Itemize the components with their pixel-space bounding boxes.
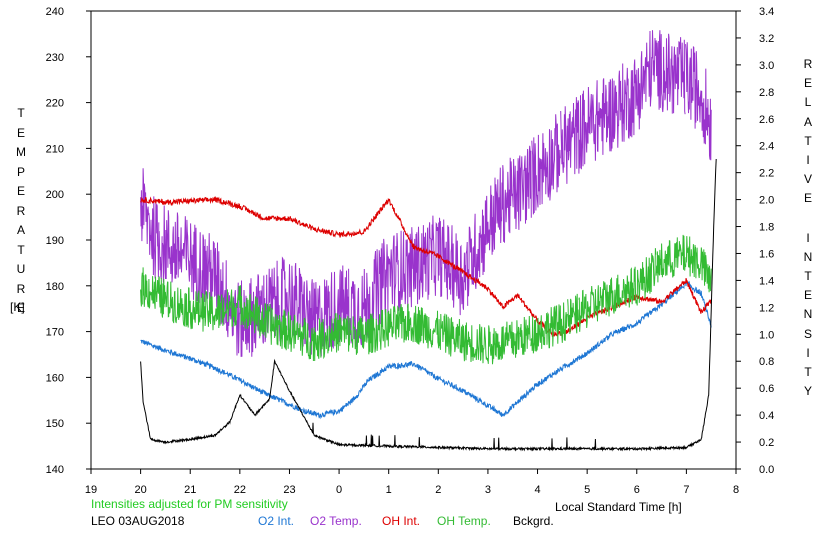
series-line-1 (467, 145, 532, 297)
series-line-3 (493, 321, 509, 360)
series-line-1 (531, 114, 561, 215)
series-line-1 (560, 30, 673, 184)
series-line-1 (685, 42, 712, 161)
series-line-0 (386, 360, 424, 371)
series-line-3 (385, 303, 494, 365)
y-right-tick-label: 2.0 (759, 195, 774, 207)
series-line-0 (423, 367, 456, 390)
y-left-tick-label: 150 (46, 418, 64, 430)
series-line-3 (530, 302, 568, 354)
legend-oh-int: OH Int. (382, 514, 421, 528)
y-left-tick-label: 240 (46, 6, 64, 18)
y-axis-left-unit: [K] (10, 300, 25, 314)
series-line-1 (672, 37, 686, 115)
series-line-0 (579, 316, 644, 360)
y-right-tick-label: 0.4 (759, 410, 774, 422)
series-line-1 (371, 215, 469, 336)
y-right-tick-label: 2.4 (759, 141, 774, 153)
y-right-tick-label: 3.2 (759, 33, 774, 45)
y-right-tick-label: 2.2 (759, 168, 774, 180)
series-line-3 (578, 248, 657, 332)
y-left-tick-label: 180 (46, 281, 64, 293)
x-tick-label: 4 (534, 484, 540, 496)
x-tick-label: 1 (386, 484, 392, 496)
series-line-3 (332, 309, 386, 355)
series-line-2 (140, 196, 611, 337)
y-left-tick-label: 230 (46, 52, 64, 64)
y-right-tick-label: 2.8 (759, 87, 774, 99)
legend-oh-temp: OH Temp. (437, 514, 491, 528)
series-line-3 (140, 272, 143, 307)
series-line-1 (140, 168, 160, 279)
x-tick-label: 7 (683, 484, 689, 496)
legend-o2-temp: O2 Temp. (310, 514, 362, 528)
y-right-tick-label: 3.0 (759, 60, 774, 72)
y-right-tick-label: 3.4 (759, 6, 774, 18)
x-tick-label: 2 (435, 484, 441, 496)
y-right-tick-label: 2.6 (759, 114, 774, 126)
series-line-0 (484, 355, 581, 417)
y-right-tick-label: 1.8 (759, 222, 774, 234)
y-right-tick-label: 1.2 (759, 302, 774, 314)
station-date: LEO 03AUG2018 (91, 514, 185, 528)
series-line-3 (567, 293, 579, 334)
series-line-3 (695, 246, 712, 293)
series-line-0 (302, 399, 352, 420)
y-right-tick-label: 0.0 (759, 464, 774, 476)
y-right-tick-label: 1.4 (759, 275, 774, 287)
y-right-tick-label: 1.0 (759, 329, 774, 341)
y-right-tick-label: 1.6 (759, 248, 774, 260)
series-line-0 (455, 384, 485, 406)
y-left-tick-label: 200 (46, 189, 64, 201)
series-lines (140, 30, 717, 452)
x-tick-label: 20 (134, 484, 146, 496)
x-tick-label: 0 (336, 484, 342, 496)
series-line-4 (140, 158, 717, 452)
y-left-tick-label: 190 (46, 235, 64, 247)
y-left-tick-label: 210 (46, 143, 64, 155)
x-tick-label: 6 (634, 484, 640, 496)
axes: 1401501601701801902002102202302400.00.20… (46, 6, 775, 496)
series-line-0 (351, 365, 388, 404)
x-tick-label: 21 (184, 484, 196, 496)
x-tick-label: 3 (485, 484, 491, 496)
series-line-3 (142, 267, 333, 362)
x-tick-label: 22 (234, 484, 246, 496)
y-left-tick-label: 170 (46, 327, 64, 339)
y-left-tick-label: 160 (46, 372, 64, 384)
y-right-tick-label: 0.6 (759, 383, 774, 395)
x-tick-label: 23 (283, 484, 295, 496)
y-right-tick-label: 0.2 (759, 437, 774, 449)
series-line-1 (158, 231, 163, 279)
series-line-1 (162, 205, 349, 357)
x-tick-label: 8 (733, 484, 739, 496)
series-line-0 (642, 280, 712, 328)
series-line-3 (655, 234, 696, 283)
y-right-tick-label: 0.8 (759, 356, 774, 368)
legend-bckgrd: Bckgrd. (513, 514, 554, 528)
legend-o2-int: O2 Int. (258, 514, 295, 528)
series-line-3 (508, 315, 531, 358)
note-text: Intensities adjusted for PM sensitivity (91, 497, 288, 511)
series-line-0 (140, 339, 303, 413)
x-tick-label: 19 (85, 484, 97, 496)
series-line-2 (610, 277, 712, 314)
x-tick-label: 5 (584, 484, 590, 496)
x-axis-label: Local Standard Time [h] (555, 500, 682, 514)
y-left-tick-label: 140 (46, 464, 64, 476)
y-left-tick-label: 220 (46, 98, 64, 110)
